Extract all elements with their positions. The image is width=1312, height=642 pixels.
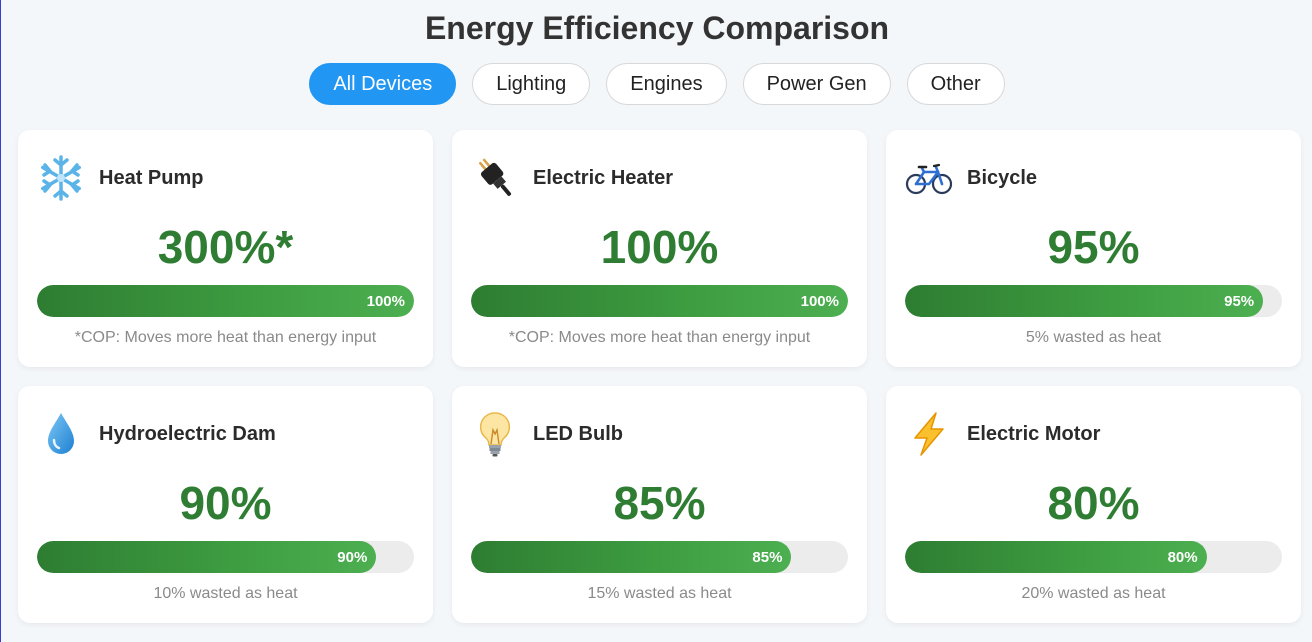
efficiency-note: 20% wasted as heat	[1021, 585, 1166, 602]
device-name: LED Bulb	[533, 422, 623, 445]
device-name: Hydroelectric Dam	[99, 422, 276, 445]
filter-power-gen-button[interactable]: Power Gen	[742, 63, 891, 105]
filter-lighting-button[interactable]: Lighting	[472, 63, 591, 105]
device-card[interactable]: Hydroelectric Dam 90% 90% 10% wasted as …	[18, 386, 433, 623]
page-title: Energy Efficiency Comparison	[424, 10, 890, 46]
efficiency-value: 95%	[1047, 221, 1140, 273]
efficiency-bar-fill: 95%	[905, 285, 1264, 317]
water-drop-icon	[37, 410, 85, 458]
efficiency-bar: 85%	[471, 541, 848, 573]
device-card[interactable]: Bicycle 95% 95% 5% wasted as heat	[886, 130, 1301, 367]
device-card[interactable]: Electric Heater 100% 100% *COP: Moves mo…	[452, 130, 867, 367]
efficiency-value: 100%	[600, 221, 719, 273]
efficiency-bar-fill: 90%	[37, 541, 377, 573]
efficiency-bar: 95%	[905, 285, 1282, 317]
efficiency-note: 15% wasted as heat	[587, 585, 732, 602]
efficiency-value: 90%	[179, 477, 272, 529]
card-header: LED Bulb	[471, 410, 623, 458]
efficiency-value: 300%*	[157, 221, 294, 273]
device-name: Electric Heater	[533, 166, 674, 189]
efficiency-bar-fill: 85%	[471, 541, 792, 573]
efficiency-bar-fill: 80%	[905, 541, 1207, 573]
device-card-grid: Heat Pump 300%* 100% *COP: Moves more he…	[18, 130, 1301, 623]
efficiency-note: *COP: Moves more heat than energy input	[508, 329, 811, 346]
efficiency-bar-fill: 100%	[471, 285, 848, 317]
device-name: Heat Pump	[99, 166, 204, 189]
efficiency-bar: 100%	[471, 285, 848, 317]
efficiency-note: *COP: Moves more heat than energy input	[74, 329, 377, 346]
efficiency-note: 10% wasted as heat	[153, 585, 298, 602]
device-card[interactable]: Heat Pump 300%* 100% *COP: Moves more he…	[18, 130, 433, 367]
category-filter-bar: All Devices Lighting Engines Power Gen O…	[1, 63, 1312, 105]
device-name: Bicycle	[967, 166, 1038, 189]
light-bulb-icon	[471, 410, 519, 458]
snowflake-icon	[37, 154, 85, 202]
filter-engines-button[interactable]: Engines	[606, 63, 727, 105]
card-header: Heat Pump	[37, 154, 203, 202]
efficiency-bar-label: 90%	[337, 548, 368, 566]
device-name: Electric Motor	[967, 422, 1101, 445]
efficiency-bar: 100%	[37, 285, 414, 317]
filter-all-devices-button[interactable]: All Devices	[309, 63, 457, 105]
filter-other-button[interactable]: Other	[906, 63, 1005, 105]
bicycle-icon	[905, 154, 953, 202]
efficiency-bar-label: 85%	[752, 548, 783, 566]
efficiency-value: 85%	[613, 477, 706, 529]
card-header: Electric Heater	[471, 154, 673, 202]
plug-icon	[471, 154, 519, 202]
efficiency-bar-label: 80%	[1167, 548, 1198, 566]
efficiency-bar-fill: 100%	[37, 285, 414, 317]
device-card[interactable]: LED Bulb 85% 85% 15% wasted as heat	[452, 386, 867, 623]
efficiency-note: 5% wasted as heat	[1025, 329, 1162, 346]
efficiency-bar-label: 100%	[800, 292, 839, 310]
efficiency-bar: 90%	[37, 541, 414, 573]
efficiency-bar-label: 100%	[366, 292, 405, 310]
efficiency-bar-label: 95%	[1224, 292, 1255, 310]
card-header: Hydroelectric Dam	[37, 410, 276, 458]
card-header: Bicycle	[905, 154, 1037, 202]
device-card[interactable]: Electric Motor 80% 80% 20% wasted as hea…	[886, 386, 1301, 623]
efficiency-bar: 80%	[905, 541, 1282, 573]
lightning-icon	[905, 410, 953, 458]
efficiency-value: 80%	[1047, 477, 1140, 529]
card-header: Electric Motor	[905, 410, 1100, 458]
